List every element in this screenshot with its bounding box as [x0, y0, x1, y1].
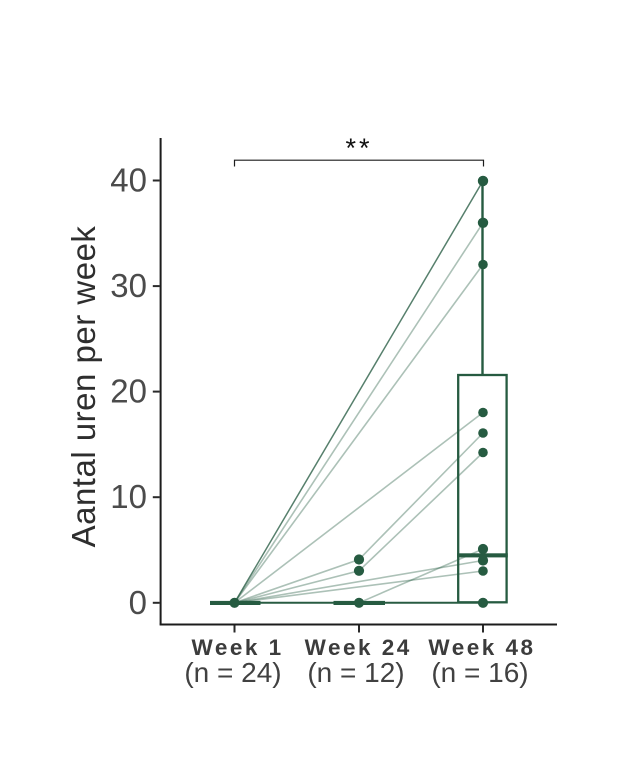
svg-text:Week 1: Week 1	[192, 635, 284, 660]
svg-text:Week 48: Week 48	[428, 635, 535, 660]
svg-text:0: 0	[129, 584, 147, 621]
svg-text:(n = 12): (n = 12)	[307, 657, 404, 688]
svg-text:**: **	[345, 133, 372, 163]
svg-text:(n = 16): (n = 16)	[431, 657, 528, 688]
svg-text:30: 30	[110, 267, 147, 304]
svg-text:20: 20	[110, 373, 147, 410]
svg-text:Aantal uren per week: Aantal uren per week	[65, 226, 102, 548]
svg-text:40: 40	[110, 162, 147, 199]
svg-text:(n = 24): (n = 24)	[184, 657, 281, 688]
svg-text:10: 10	[110, 478, 147, 515]
svg-text:Week 24: Week 24	[305, 635, 412, 660]
